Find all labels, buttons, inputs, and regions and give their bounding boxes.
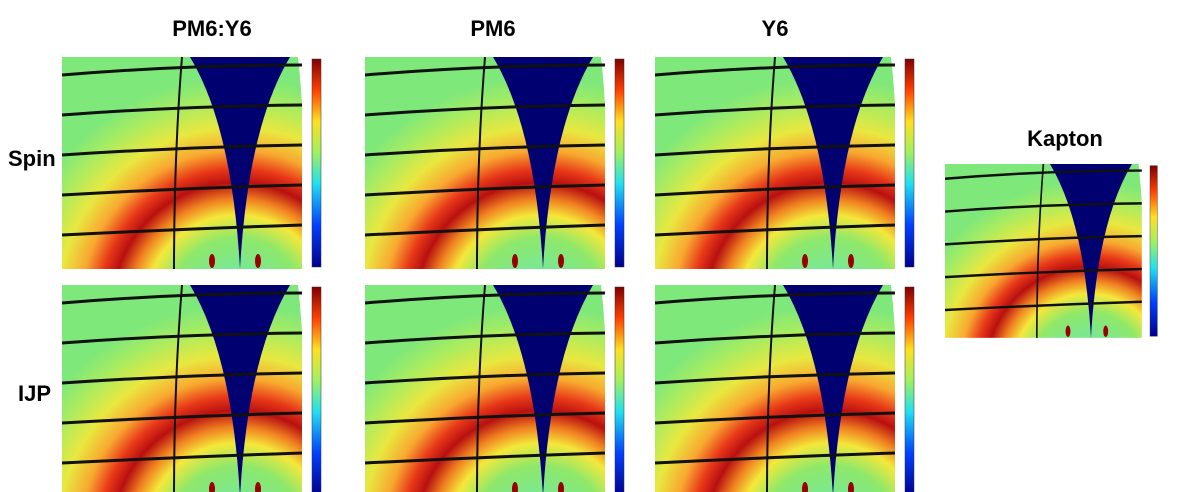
colorbar xyxy=(615,287,624,492)
colorbar xyxy=(1150,166,1157,337)
detector-image xyxy=(365,285,624,492)
column-title: Y6 xyxy=(762,16,789,41)
spot xyxy=(255,254,261,268)
spot xyxy=(558,254,564,268)
detector-image xyxy=(365,57,624,269)
colorbar xyxy=(905,59,914,267)
spot xyxy=(1103,326,1108,337)
column-title: PM6 xyxy=(470,16,515,41)
spot xyxy=(512,254,518,268)
spot xyxy=(802,254,808,268)
spot xyxy=(848,254,854,268)
colorbar xyxy=(312,59,321,267)
colorbar xyxy=(905,287,914,492)
detector-image xyxy=(945,164,1157,338)
spot xyxy=(1066,326,1071,337)
row-title: Spin xyxy=(8,146,56,171)
spot xyxy=(209,254,215,268)
detector-image xyxy=(62,285,321,492)
colorbar xyxy=(312,287,321,492)
side-title: Kapton xyxy=(1027,126,1103,151)
detector-image xyxy=(655,285,914,492)
row-title: IJP xyxy=(18,381,51,406)
detector-image xyxy=(62,57,321,269)
column-title: PM6:Y6 xyxy=(172,16,251,41)
colorbar xyxy=(615,59,624,267)
detector-image xyxy=(655,57,914,269)
figure: PM6:Y6 PM6 Y6 Kapton Spin IJP xyxy=(0,0,1189,492)
